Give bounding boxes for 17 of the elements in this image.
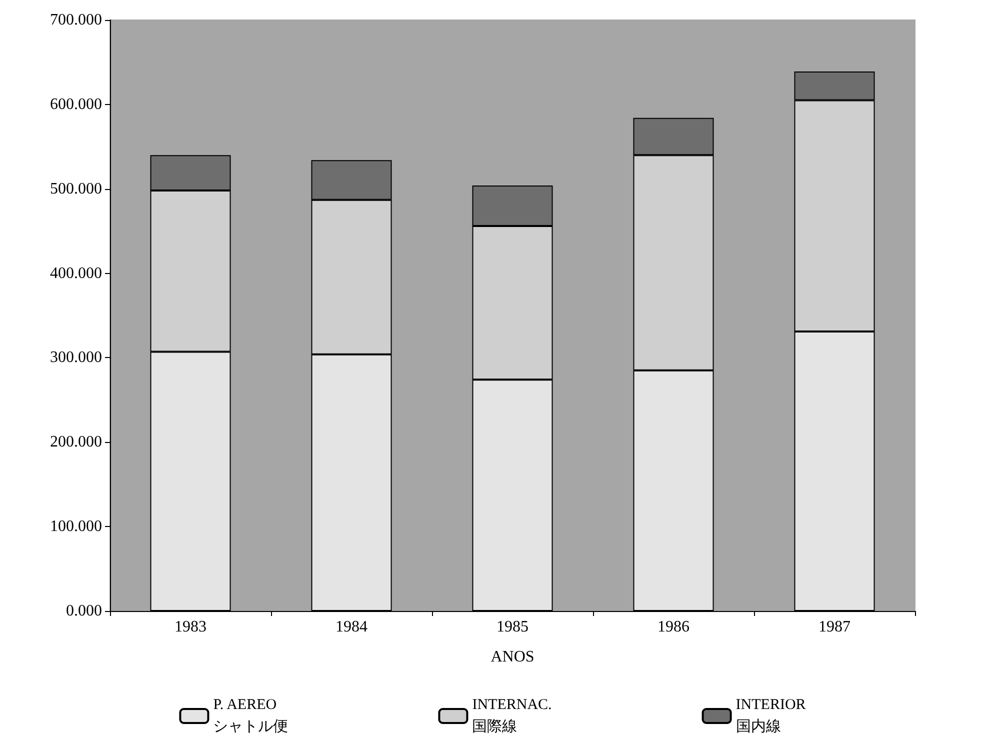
x-tick-label: 1986 [658,618,690,636]
x-axis-title: ANOS [490,648,534,666]
x-tick-label: 1984 [336,618,368,636]
legend-label: P. AEREO シャトル便 [213,697,288,735]
x-tick-label: 1983 [174,618,206,636]
x-tick-label: 1987 [818,618,850,636]
y-tick-label: 500.000 [50,180,102,198]
legend-label: INTERIOR 国内線 [736,697,806,735]
y-tick-label: 400.000 [50,264,102,282]
y-tick-label: 100.000 [50,518,102,536]
y-tick-label: 600.000 [50,96,102,113]
y-tick-label: 0.000 [66,602,102,620]
y-tick-label: 200.000 [50,434,102,451]
y-tick-label: 300.000 [50,349,102,366]
x-tick-label: 1985 [496,618,528,636]
legend-label: INTERNAC. 国際線 [472,697,552,735]
y-tick-label: 700.000 [50,12,102,28]
